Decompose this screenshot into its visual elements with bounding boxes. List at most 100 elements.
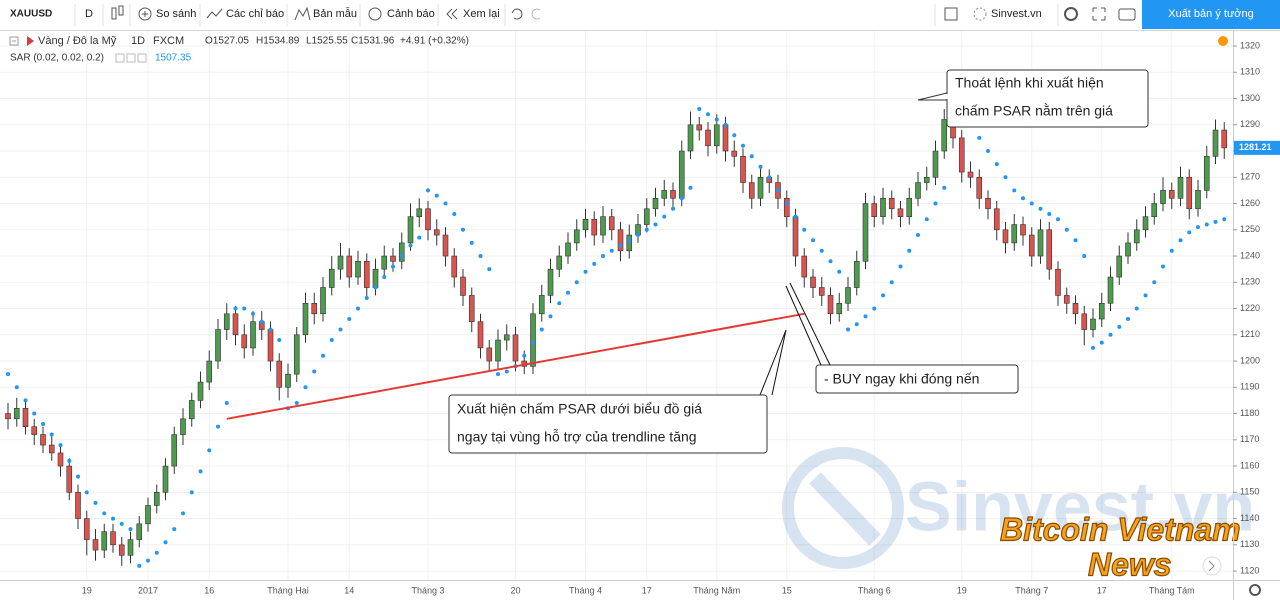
legend-open: O1527.05: [205, 36, 249, 47]
candle-body: [731, 150, 738, 157]
candle-body: [451, 255, 458, 278]
candle-body: [1037, 229, 1044, 257]
templates-icon[interactable]: [294, 6, 311, 21]
y-tick-label: 1180: [1240, 408, 1259, 418]
psar-dot: [14, 385, 19, 390]
psar-dot: [294, 401, 299, 406]
toolbar-button[interactable]: Xem lại: [463, 8, 500, 20]
notice-icon[interactable]: [1218, 36, 1228, 46]
publish-button[interactable]: [1142, 0, 1280, 29]
x-tick-label: Tháng 7: [1015, 585, 1048, 595]
psar-dot: [1178, 238, 1183, 243]
undo-icon[interactable]: [511, 8, 523, 20]
candle-body: [285, 373, 291, 388]
candle-body: [1195, 190, 1201, 210]
candle-body: [75, 492, 81, 519]
candle-body: [1177, 176, 1184, 199]
psar-dot: [408, 243, 413, 248]
axis-settings-icon[interactable]: [1249, 584, 1261, 596]
candle-body: [398, 242, 405, 262]
callout-text: - BUY ngay khi đóng nến: [824, 371, 979, 387]
compare-icon[interactable]: [142, 11, 148, 17]
indicator-icons[interactable]: [115, 53, 147, 63]
snapshot-icon[interactable]: [1118, 8, 1136, 21]
psar-dot: [452, 212, 457, 217]
candle-body: [906, 197, 913, 217]
publish-label[interactable]: Xuất bản ý tưởng: [1168, 8, 1254, 20]
candle-body: [250, 321, 256, 349]
scroll-icon[interactable]: [1208, 560, 1215, 572]
compare-icon[interactable]: [138, 7, 152, 21]
x-tick-label: 17: [1097, 585, 1107, 595]
psar-dot: [1117, 324, 1122, 329]
candle-body: [276, 360, 283, 388]
collapse-icon[interactable]: [9, 36, 19, 46]
settings-icon[interactable]: [1064, 7, 1078, 21]
toolbar-button[interactable]: Bản mẫu: [313, 7, 357, 20]
psar-dot: [23, 398, 28, 403]
candle-body: [180, 418, 186, 435]
toolbar-bg: [0, 0, 1280, 30]
layout-icon[interactable]: [944, 7, 958, 21]
psar-dot: [496, 372, 500, 377]
y-tick-label: 1290: [1240, 119, 1260, 129]
last-price-box: [1234, 140, 1280, 155]
toolbar-button[interactable]: So sánh: [156, 8, 196, 20]
psar-dot: [679, 196, 684, 201]
candle-body: [223, 313, 230, 330]
candle-body: [460, 276, 466, 296]
candle-body: [1063, 295, 1070, 304]
psar-dot: [1021, 196, 1025, 201]
psar-dot: [531, 340, 535, 345]
candle-body: [5, 413, 11, 420]
toolbar-button[interactable]: Cảnh báo: [387, 8, 435, 20]
candle-body: [127, 539, 134, 556]
psar-dot: [644, 227, 649, 232]
scroll-button[interactable]: [1202, 556, 1222, 576]
psar-dot: [1003, 175, 1008, 180]
psar-dot: [426, 188, 430, 193]
psar-dot: [1143, 293, 1148, 298]
candle-body: [993, 208, 1000, 231]
psar-dot: [198, 469, 203, 474]
candle-body: [582, 218, 589, 231]
alert-icon[interactable]: [368, 7, 382, 21]
callout-pointer: [785, 282, 831, 366]
replay-icon[interactable]: [446, 8, 458, 20]
psar-dot: [1056, 217, 1060, 222]
psar-dot: [417, 235, 422, 240]
candle-body: [40, 434, 46, 446]
psar-dot: [907, 248, 912, 253]
psar-dot: [548, 314, 553, 319]
psar-dot: [889, 280, 894, 285]
y-tick-label: 1150: [1240, 487, 1259, 497]
callout-box: [815, 364, 1019, 394]
toolbar-button[interactable]: Các chỉ báo: [226, 8, 284, 20]
psar-dot: [1134, 306, 1139, 311]
layout-name[interactable]: Sinvest.vn: [991, 8, 1042, 20]
candle-body: [573, 229, 580, 244]
candle-body: [136, 523, 143, 540]
candle-body: [591, 218, 598, 236]
psar-dot: [93, 500, 98, 505]
redo-icon[interactable]: [531, 8, 541, 20]
symbol[interactable]: XAUUSD: [10, 9, 52, 20]
psar-dot: [811, 238, 815, 243]
psar-dot: [977, 135, 982, 140]
x-tick-label: Tháng 6: [858, 585, 891, 595]
interval[interactable]: D: [85, 8, 93, 20]
fullscreen-icon[interactable]: [1092, 7, 1106, 21]
cloud-icon[interactable]: [973, 7, 987, 21]
chart-style-icon[interactable]: [111, 5, 124, 20]
candle-body: [311, 302, 318, 315]
legend-change: +4.91 (+0.32%): [400, 36, 469, 47]
psar-dot: [942, 185, 947, 190]
psar-dot: [784, 201, 789, 206]
psar-dot: [1073, 238, 1078, 243]
psar-dot: [1099, 340, 1104, 345]
indicators-icon[interactable]: [206, 8, 223, 19]
psar-dot: [504, 369, 509, 374]
legend-symbol: Vàng / Đô la Mỹ: [38, 35, 117, 47]
callout-pointer: [759, 329, 787, 396]
candle-body: [1046, 229, 1053, 270]
